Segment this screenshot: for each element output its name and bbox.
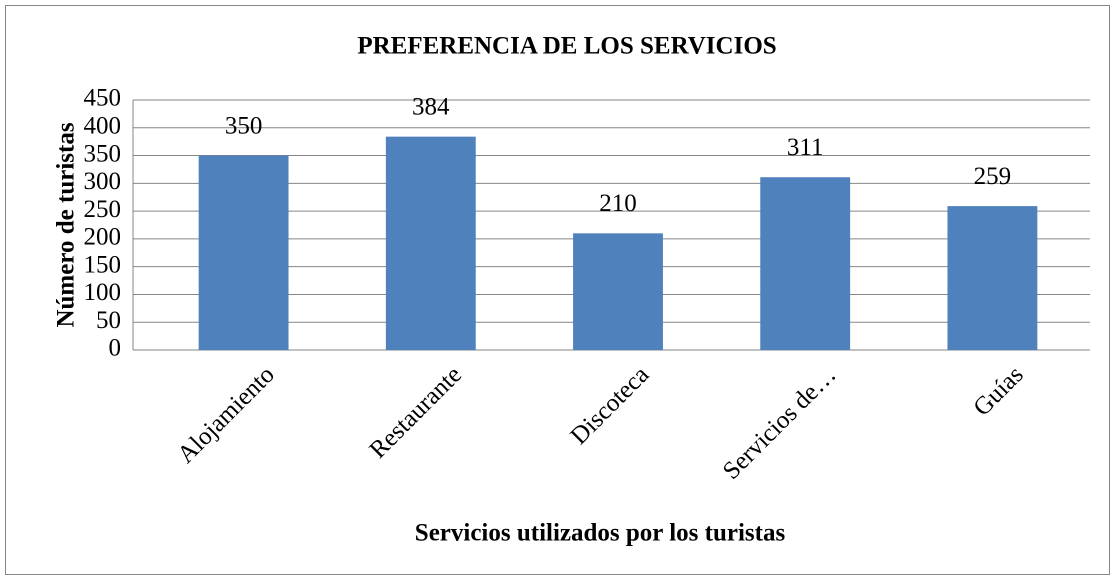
bar xyxy=(198,155,289,350)
data-label: 259 xyxy=(974,163,1012,190)
y-tick-label: 0 xyxy=(109,335,122,362)
bar xyxy=(947,206,1038,350)
y-tick-label: 250 xyxy=(84,196,122,223)
data-label: 210 xyxy=(599,190,637,217)
data-label: 384 xyxy=(412,93,450,120)
y-tick-label: 150 xyxy=(84,251,122,278)
x-axis-title: Servicios utilizados por los turistas xyxy=(415,520,786,547)
chart-border xyxy=(5,5,1110,575)
bar xyxy=(385,136,476,350)
y-tick-label: 50 xyxy=(96,307,121,334)
y-tick-label: 300 xyxy=(84,168,122,195)
y-tick-label: 400 xyxy=(84,113,122,140)
y-tick-label: 100 xyxy=(84,279,122,306)
y-tick-label: 450 xyxy=(84,85,122,112)
bar xyxy=(573,233,663,350)
chart-title: PREFERENCIA DE LOS SERVICIOS xyxy=(357,33,776,60)
bar xyxy=(760,177,851,350)
data-label: 350 xyxy=(225,112,263,139)
data-label: 311 xyxy=(787,134,824,161)
y-tick-label: 350 xyxy=(84,140,122,167)
y-axis-title: Número de turistas xyxy=(53,122,80,327)
y-tick-label: 200 xyxy=(84,224,122,251)
